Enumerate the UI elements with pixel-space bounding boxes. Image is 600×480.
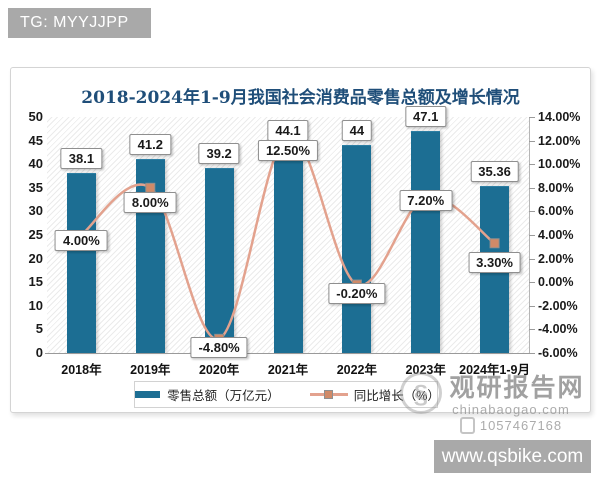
- right-axis-tick-mark: [529, 235, 535, 236]
- line-value-label: 3.30%: [468, 252, 521, 274]
- x-axis-label: 2021年: [267, 363, 309, 377]
- right-axis-tick: -4.00%: [538, 322, 578, 337]
- chart-title: 2018-2024年1-9月我国社会消费品零售总额及增长情况: [81, 88, 520, 108]
- bar-value-label: 44: [341, 120, 373, 142]
- right-axis-tick-mark: [529, 187, 535, 189]
- bar: [411, 130, 441, 353]
- left-axis-tick: 30: [28, 203, 43, 219]
- left-axis-tick: 15: [28, 274, 43, 290]
- right-axis-tick: 14.00%: [538, 110, 581, 124]
- watermark-emblem-icon: §: [400, 372, 442, 414]
- bar-value-label: 35.36: [470, 161, 519, 183]
- line-value-label: 12.50%: [257, 139, 319, 161]
- legend-bar-swatch-icon: [135, 391, 161, 398]
- left-axis-tick: 25: [28, 227, 43, 242]
- legend-item-bar: 零售总额（万亿元）: [135, 385, 280, 404]
- left-axis-tick: 0: [35, 345, 43, 360]
- site-watermark-badge: www.qsbike.com: [434, 440, 591, 473]
- header-tag-label: TG: MYYJJPP: [20, 14, 129, 31]
- watermark-brand: 观研报告网: [449, 374, 585, 402]
- left-axis-tick: 45: [28, 132, 43, 148]
- legend: 零售总额（万亿元） 同比增长（%）: [134, 381, 440, 408]
- bar-value-label: 47.1: [405, 105, 447, 127]
- watermark-number: 1057467168: [479, 418, 563, 433]
- right-axis-tick: -6.00%: [538, 346, 578, 360]
- watermark-number-row: 1057467168: [398, 417, 594, 434]
- line-value-label: -4.80%: [190, 336, 248, 358]
- bar-value-label: 44.1: [267, 119, 309, 141]
- x-axis-line: [45, 353, 531, 354]
- right-axis-tick-mark: [529, 258, 535, 260]
- right-axis-tick: 0.00%: [538, 275, 574, 290]
- right-axis-tick: 6.00%: [538, 204, 574, 219]
- right-axis-tick-mark: [529, 140, 535, 142]
- bar-value-label: 38.1: [60, 148, 103, 170]
- right-axis-tick-mark: [529, 329, 535, 331]
- left-axis-tick: 35: [28, 179, 43, 195]
- left-axis-tick: 20: [28, 250, 43, 266]
- line-value-label: -0.20%: [328, 282, 386, 304]
- bar-value-label: 41.2: [129, 133, 171, 155]
- x-axis-label: 2018年: [61, 363, 102, 377]
- line-value-label: 7.20%: [399, 190, 453, 212]
- right-axis-tick-mark: [529, 211, 535, 213]
- right-axis-tick-mark: [529, 305, 535, 307]
- watermark: § 观研报告网 chinabaogao.com 1057467168: [398, 368, 594, 434]
- right-axis-tick-mark: [529, 353, 535, 354]
- line-value-label: 8.00%: [123, 191, 177, 213]
- watermark-site: chinabaogao.com: [452, 402, 570, 417]
- right-axis-tick: 8.00%: [538, 180, 574, 195]
- line-value-label: 4.00%: [54, 230, 108, 251]
- right-axis-tick: -2.00%: [538, 298, 578, 313]
- left-axis-tick: 40: [28, 156, 43, 172]
- legend-bar-label: 零售总额（万亿元）: [167, 389, 280, 403]
- bar: [342, 145, 372, 353]
- x-axis-label: 2020年: [198, 363, 240, 377]
- legend-line-swatch-icon: [309, 389, 348, 400]
- site-watermark-label: www.qsbike.com: [441, 446, 584, 467]
- chart-card: 2018-2024年1-9月我国社会消费品零售总额及增长情况 38.1 41.2 3…: [10, 67, 591, 413]
- left-axis-tick: 50: [28, 109, 43, 124]
- right-axis-tick: 2.00%: [538, 251, 574, 266]
- header-tag-badge: TG: MYYJJPP: [8, 8, 151, 38]
- right-axis-tick-mark: [529, 282, 535, 284]
- bar-value-label: 39.2: [198, 142, 240, 164]
- bar: [273, 144, 303, 353]
- right-axis-tick: 10.00%: [538, 157, 581, 172]
- x-axis-label: 2019年: [130, 363, 171, 377]
- x-axis-label: 2022年: [336, 363, 377, 377]
- right-axis-tick: 4.00%: [538, 228, 574, 242]
- watermark-badge-icon: [459, 417, 475, 434]
- left-axis-tick: 5: [35, 321, 43, 337]
- left-axis-tick: 10: [28, 297, 43, 313]
- bar: [135, 158, 165, 353]
- right-axis-tick: 12.00%: [538, 133, 581, 148]
- bar: [204, 167, 234, 353]
- bar: [66, 173, 96, 353]
- right-axis-tick-mark: [529, 117, 535, 118]
- right-axis-tick-mark: [529, 164, 535, 166]
- x-axis-label: 2024年1-9月: [459, 363, 530, 377]
